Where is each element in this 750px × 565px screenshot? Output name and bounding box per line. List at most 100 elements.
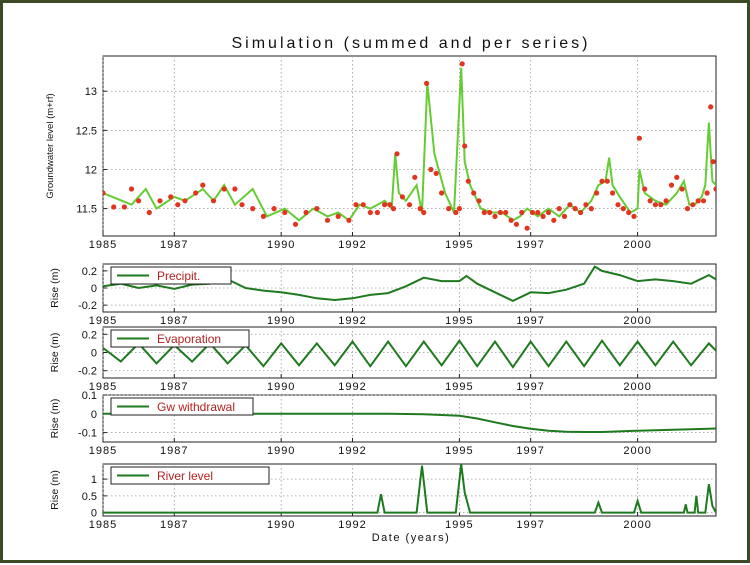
observed-point — [561, 213, 568, 219]
x-tick-label: 1987 — [160, 519, 188, 531]
y-axis-label: Rise (m) — [49, 470, 61, 510]
observed-point — [658, 202, 664, 208]
observed-point — [497, 209, 503, 216]
observed-point — [210, 198, 217, 204]
observed-point — [551, 217, 557, 223]
x-axis-label: Date (years) — [372, 532, 451, 544]
observed-point — [556, 206, 562, 212]
y-tick-label: 12 — [85, 164, 97, 176]
observed-point — [406, 202, 413, 208]
x-tick-label: 1992 — [338, 445, 366, 457]
observed-point — [642, 186, 648, 192]
y-tick-label: 0 — [91, 508, 97, 520]
observed-point — [604, 178, 610, 184]
observed-point — [674, 174, 680, 180]
chart-svg: Simulation (summed and per series) Date … — [45, 35, 717, 544]
observed-point — [390, 206, 397, 212]
observed-point — [314, 206, 320, 212]
observed-point — [710, 159, 716, 165]
y-tick-label: 13 — [85, 86, 97, 98]
legend-box — [110, 397, 254, 416]
x-tick-label: 1990 — [267, 445, 295, 457]
observed-point — [572, 206, 578, 212]
x-tick-label: 1995 — [445, 445, 473, 457]
y-tick-label: 0 — [91, 409, 97, 421]
x-tick-label: 1997 — [516, 519, 544, 531]
observed-point — [175, 202, 181, 208]
observed-point — [583, 202, 589, 208]
observed-point — [456, 206, 462, 212]
x-tick-label: 2000 — [623, 315, 651, 327]
observed-point — [103, 190, 106, 196]
observed-point — [221, 186, 227, 192]
observed-point — [610, 190, 616, 196]
observed-point — [636, 135, 643, 141]
observed-point — [465, 178, 471, 184]
simulated-line — [103, 67, 716, 222]
observed-point — [394, 151, 400, 157]
observed-point — [250, 206, 256, 212]
x-tick-label: 1997 — [516, 381, 544, 393]
observed-point — [508, 217, 514, 223]
observed-point — [335, 213, 341, 219]
observed-point — [182, 198, 188, 204]
x-tick-label: 1995 — [445, 315, 473, 327]
observed-point — [428, 166, 434, 173]
x-tick-label: 1990 — [267, 519, 295, 531]
y-tick-label: 11.5 — [76, 204, 97, 216]
y-axis-label: Rise (m) — [49, 268, 61, 308]
observed-point — [136, 198, 142, 204]
observed-point — [695, 198, 701, 204]
legend: Evaporation — [110, 329, 250, 348]
observed-point — [303, 209, 309, 216]
y-tick-label: 0 — [91, 283, 97, 295]
y-tick-label: -0.2 — [78, 366, 97, 378]
observed-point — [193, 190, 199, 196]
observed-point — [462, 143, 468, 149]
observed-point — [471, 190, 477, 196]
y-tick-label: -0.2 — [78, 300, 97, 312]
y-tick-label: 0.2 — [82, 329, 97, 341]
observed-point — [668, 182, 675, 188]
legend-label: River level — [157, 469, 213, 483]
observed-point — [487, 209, 493, 216]
y-axis-label: Rise (m) — [49, 399, 61, 439]
observed-point — [446, 206, 452, 212]
observed-point — [540, 213, 546, 219]
x-tick-label: 1985 — [89, 315, 117, 327]
x-tick-label: 2000 — [623, 239, 651, 251]
observed-point — [578, 209, 584, 216]
observed-point — [353, 202, 359, 208]
y-tick-label: 0 — [91, 348, 97, 360]
observed-point — [260, 213, 266, 219]
x-tick-label: 1990 — [267, 381, 295, 393]
panel-3: 1985 1987 1990 1992 1995 1997 2000 0.2 0 -0.2 Rise… — [49, 326, 717, 393]
observed-point — [481, 209, 487, 216]
observed-point — [679, 186, 685, 192]
observed-point — [292, 221, 299, 227]
observed-point — [271, 206, 277, 212]
observed-point — [459, 61, 465, 67]
x-tick-label: 1985 — [89, 445, 117, 457]
y-tick-label: 0.1 — [82, 390, 97, 402]
observed-point — [631, 213, 637, 219]
observed-point — [599, 178, 605, 184]
x-tick-label: 1995 — [445, 381, 473, 393]
legend-label: Evaporation — [157, 332, 221, 346]
x-tick-label: 1997 — [516, 239, 544, 251]
observed-point — [412, 174, 418, 180]
observed-point — [168, 194, 174, 200]
observed-point — [594, 190, 600, 196]
x-tick-label: 1990 — [267, 315, 295, 327]
series-line — [103, 464, 716, 514]
legend: River level — [110, 466, 270, 485]
y-axis-label: Rise (m) — [49, 333, 61, 373]
observed-point — [111, 204, 117, 210]
observed-point — [282, 209, 288, 216]
x-tick-label: 1985 — [89, 239, 117, 251]
x-tick-label: 1997 — [516, 445, 544, 457]
observed-point — [374, 209, 380, 216]
observed-point — [588, 206, 594, 212]
x-tick-label: 1992 — [338, 519, 366, 531]
observed-point — [626, 209, 632, 216]
